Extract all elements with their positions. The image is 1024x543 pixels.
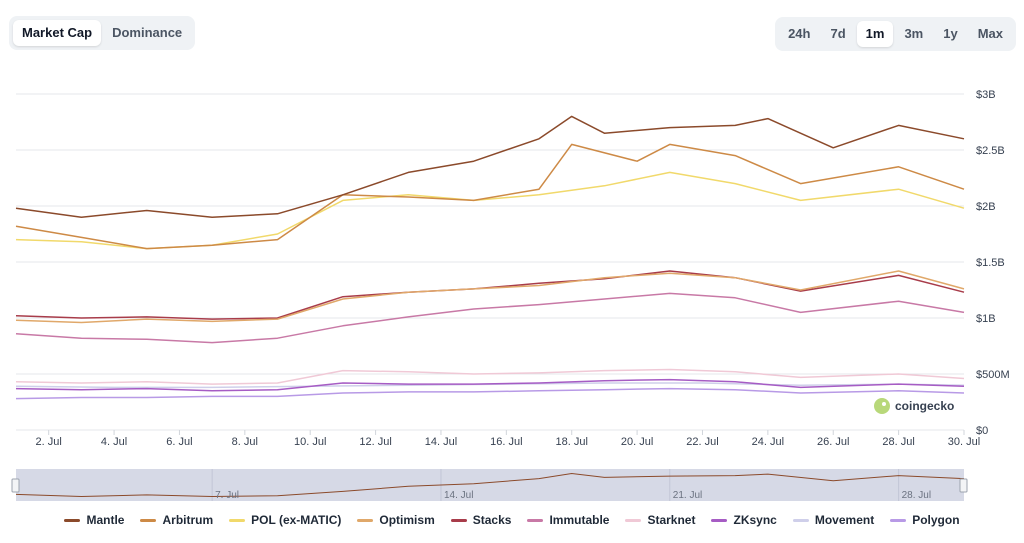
- tab-range-1m[interactable]: 1m: [856, 21, 894, 47]
- chart-type-tabs: Market Cap Dominance: [9, 16, 196, 50]
- y-tick-label: $1B: [976, 313, 996, 325]
- x-tick-label: 8. Jul: [232, 436, 258, 448]
- series-line-polygon: [15, 387, 965, 400]
- series-line-optimism: [15, 270, 965, 324]
- range-navigator[interactable]: 7. Jul 14. Jul 21. Jul 28. Jul: [11, 469, 968, 501]
- legend-label: Starknet: [647, 513, 696, 527]
- x-tick-label: 2. Jul: [36, 436, 62, 448]
- navigator-left-handle[interactable]: [11, 478, 20, 493]
- legend-item-stacks[interactable]: Stacks: [450, 513, 512, 527]
- legend-swatch: [229, 518, 246, 522]
- watermark-text: coingecko: [895, 399, 954, 413]
- navigator-label: 28. Jul: [902, 490, 931, 501]
- legend-label: Optimism: [379, 513, 435, 527]
- legend-label: ZKsync: [733, 513, 777, 527]
- legend-swatch: [527, 518, 544, 522]
- x-tick-label: 28. Jul: [882, 436, 914, 448]
- legend-swatch: [450, 518, 467, 522]
- tab-range-1y[interactable]: 1y: [934, 21, 966, 47]
- series-line-stacks: [15, 270, 965, 320]
- legend-swatch: [792, 518, 809, 522]
- y-tick-label: $500M: [976, 369, 1010, 381]
- coingecko-logo-eye: [882, 402, 886, 406]
- legend-swatch: [64, 518, 81, 522]
- x-tick-label: 16. Jul: [490, 436, 522, 448]
- chart-legend: Mantle Arbitrum POL (ex-MATIC) Optimism Stac…: [0, 513, 1024, 527]
- series-line-starknet: [15, 368, 965, 385]
- y-tick-label: $3B: [976, 89, 996, 101]
- legend-item-zksync[interactable]: ZKsync: [711, 513, 777, 527]
- tab-market-cap[interactable]: Market Cap: [13, 20, 102, 46]
- legend-item-starknet[interactable]: Starknet: [625, 513, 695, 527]
- legend-item-polygon[interactable]: Polygon: [890, 513, 960, 527]
- x-tick-label: 24. Jul: [752, 436, 784, 448]
- tab-dominance[interactable]: Dominance: [103, 20, 191, 46]
- tab-range-7d[interactable]: 7d: [821, 21, 854, 47]
- legend-item-movement[interactable]: Movement: [792, 513, 875, 527]
- legend-item-immutable[interactable]: Immutable: [527, 513, 609, 527]
- x-tick-label: 4. Jul: [101, 436, 127, 448]
- legend-label: Polygon: [912, 513, 960, 527]
- y-axis-labels: $0 $500M $1B $1.5B $2B $2.5B $3B: [976, 89, 1010, 437]
- x-tick-label: 6. Jul: [166, 436, 192, 448]
- coingecko-watermark: coingecko: [874, 398, 954, 414]
- navigator-background: [16, 469, 964, 501]
- legend-swatch: [711, 518, 728, 522]
- legend-item-optimism[interactable]: Optimism: [357, 513, 435, 527]
- navigator-series-line: [15, 472, 965, 498]
- series-line-mantle: [15, 115, 965, 218]
- tab-range-max[interactable]: Max: [969, 21, 1012, 47]
- legend-label: Arbitrum: [162, 513, 214, 527]
- navigator-label: 21. Jul: [673, 490, 702, 501]
- legend-swatch: [357, 518, 374, 522]
- y-tick-label: $2.5B: [976, 145, 1005, 157]
- legend-item-arbitrum[interactable]: Arbitrum: [140, 513, 213, 527]
- x-tick-label: 26. Jul: [817, 436, 849, 448]
- y-tick-label: $1.5B: [976, 257, 1005, 269]
- navigator-right-handle[interactable]: [959, 478, 968, 493]
- y-tick-label: $0: [976, 425, 988, 437]
- navigator-label: 14. Jul: [444, 490, 473, 501]
- legend-label: Mantle: [86, 513, 125, 527]
- legend-item-pol-ex-matic[interactable]: POL (ex-MATIC): [229, 513, 341, 527]
- navigator-label: 7. Jul: [215, 490, 239, 501]
- legend-swatch: [140, 518, 157, 522]
- time-range-tabs: 24h 7d 1m 3m 1y Max: [775, 17, 1016, 51]
- series-lines: [15, 115, 965, 400]
- legend-swatch: [890, 518, 907, 522]
- tab-range-24h[interactable]: 24h: [779, 21, 819, 47]
- legend-label: Stacks: [472, 513, 512, 527]
- x-tick-label: 14. Jul: [425, 436, 457, 448]
- x-tick-label: 18. Jul: [556, 436, 588, 448]
- x-tick-label: 10. Jul: [294, 436, 326, 448]
- series-line-immutable: [15, 292, 965, 344]
- coingecko-logo-icon: [874, 398, 890, 414]
- x-tick-label: 20. Jul: [621, 436, 653, 448]
- navigator-labels: 7. Jul 14. Jul 21. Jul 28. Jul: [215, 490, 931, 501]
- y-tick-label: $2B: [976, 201, 996, 213]
- x-tick-label: 30. Jul: [948, 436, 980, 448]
- x-tick-label: 22. Jul: [686, 436, 718, 448]
- market-cap-chart: $0 $500M $1B $1.5B $2B $2.5B $3B 2. Jul 4. Jul 6…: [11, 89, 1010, 501]
- x-axis-labels: 2. Jul 4. Jul 6. Jul 8. Jul 10. Jul 12. Jul 14…: [36, 430, 980, 448]
- legend-swatch: [625, 518, 642, 522]
- legend-label: Movement: [814, 513, 875, 527]
- series-line-pol-ex-matic: [15, 171, 965, 250]
- legend-item-mantle[interactable]: Mantle: [64, 513, 124, 527]
- tab-range-3m[interactable]: 3m: [895, 21, 932, 47]
- x-tick-label: 12. Jul: [359, 436, 391, 448]
- series-line-zksync: [15, 378, 965, 392]
- grid-lines: [16, 93, 964, 431]
- legend-label: Immutable: [549, 513, 610, 527]
- legend-label: POL (ex-MATIC): [251, 513, 342, 527]
- series-line-arbitrum: [15, 143, 965, 250]
